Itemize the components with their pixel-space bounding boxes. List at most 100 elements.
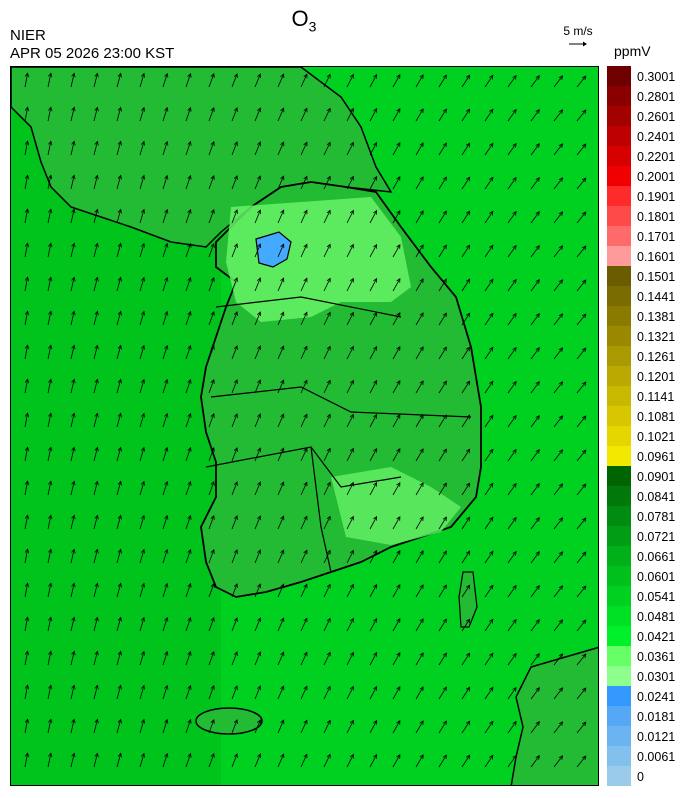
wind-arrow-head — [210, 447, 215, 452]
wind-arrow — [208, 753, 215, 768]
wind-arrow-head — [489, 754, 494, 760]
wind-arrow — [93, 447, 98, 462]
wind-arrow — [231, 107, 238, 122]
legend-swatch — [607, 486, 631, 506]
wind-arrow-head — [257, 651, 262, 657]
wind-arrow-head — [48, 718, 53, 724]
wind-arrow-head — [187, 718, 192, 724]
wind-arrow-head — [94, 344, 99, 350]
wind-arrow-head — [71, 412, 76, 418]
wind-arrow — [461, 755, 470, 768]
wind-arrow-head — [233, 549, 238, 554]
wind-arrow — [369, 142, 377, 156]
wind-vectors — [24, 72, 587, 768]
wind-arrow-head — [71, 174, 76, 180]
wind-arrow — [323, 210, 331, 224]
wind-arrow-head — [581, 279, 587, 285]
wind-arrow-head — [349, 481, 354, 487]
wind-arrow-head — [419, 312, 424, 317]
wind-arrow — [507, 347, 517, 360]
wind-arrow-head — [396, 74, 401, 79]
wind-arrow — [553, 483, 563, 496]
wind-arrow-head — [442, 720, 447, 726]
wind-arrow — [415, 210, 424, 224]
wind-arrow — [346, 686, 354, 700]
wind-arrow-head — [303, 73, 308, 79]
legend-label: 0.1261 — [637, 350, 676, 364]
wind-arrow — [70, 243, 75, 258]
wind-arrow — [438, 516, 447, 530]
wind-arrow — [254, 413, 261, 428]
wind-arrow-head — [326, 651, 331, 657]
wind-arrow — [392, 210, 401, 224]
wind-arrow — [346, 142, 354, 156]
wind-arrow — [461, 245, 470, 258]
wind-arrow — [139, 311, 145, 326]
wind-arrow-head — [280, 277, 285, 283]
wind-arrow-head — [326, 311, 331, 317]
wind-arrow-head — [442, 74, 447, 80]
wind-arrow — [185, 549, 191, 564]
wind-arrow-head — [94, 106, 99, 112]
legend-swatch — [607, 66, 631, 86]
wind-arrow — [438, 414, 447, 428]
wind-arrow — [300, 346, 308, 360]
wind-arrow — [415, 108, 424, 122]
wind-arrow-head — [465, 108, 471, 114]
wind-arrow — [323, 550, 331, 564]
wind-arrow-head — [419, 448, 424, 453]
wind-arrow — [346, 482, 354, 496]
wind-arrow — [277, 244, 284, 258]
wind-arrow — [369, 244, 377, 258]
wind-arrow — [47, 651, 52, 666]
wind-arrow — [300, 312, 308, 326]
wind-arrow — [300, 414, 308, 428]
wind-arrow-head — [465, 516, 471, 522]
wind-arrow-head — [24, 378, 30, 384]
wind-arrow — [438, 346, 447, 360]
wind-arrow-head — [233, 141, 238, 146]
wind-arrow-head — [512, 516, 517, 522]
wind-arrow-head — [349, 107, 354, 113]
wind-arrow-head — [558, 517, 564, 522]
wind-arrow-head — [326, 617, 331, 623]
wind-arrow-head — [187, 310, 192, 316]
wind-arrow-head — [187, 514, 192, 520]
wind-arrow — [576, 551, 587, 564]
wind-arrow — [139, 447, 145, 462]
wind-arrow-head — [419, 550, 424, 555]
wind-arrow — [553, 585, 563, 598]
wind-arrow — [70, 73, 75, 88]
wind-arrow-head — [535, 313, 540, 318]
wind-arrow-head — [117, 72, 122, 78]
wind-arrow — [47, 481, 52, 496]
wind-arrow — [507, 109, 517, 122]
wind-arrow-head — [442, 380, 447, 386]
wind-arrow-head — [349, 617, 354, 623]
wind-arrow — [139, 277, 145, 292]
legend-swatch — [607, 266, 631, 286]
wind-arrow-head — [581, 687, 587, 693]
wind-arrow — [208, 719, 215, 734]
wind-arrow-head — [303, 141, 308, 147]
legend-swatch — [607, 686, 631, 706]
wind-arrow — [231, 345, 238, 360]
wind-arrow-head — [349, 379, 354, 385]
wind-arrow — [254, 311, 261, 326]
wind-arrow-head — [581, 619, 587, 625]
wind-arrow — [484, 551, 494, 564]
legend-swatch — [607, 746, 631, 766]
wind-arrow-head — [581, 381, 587, 387]
wind-arrow-head — [257, 617, 262, 623]
wind-arrow — [576, 721, 587, 734]
wind-arrow — [185, 209, 191, 224]
wind-arrow-head — [187, 208, 192, 214]
wind-arrow-head — [535, 245, 540, 250]
wind-arrow — [484, 721, 494, 734]
wind-arrow-head — [280, 175, 285, 181]
wind-arrow — [507, 211, 517, 224]
wind-arrow-head — [24, 344, 30, 350]
wind-arrow — [24, 107, 28, 122]
wind-arrow-head — [164, 582, 169, 588]
wind-arrow — [162, 73, 168, 88]
